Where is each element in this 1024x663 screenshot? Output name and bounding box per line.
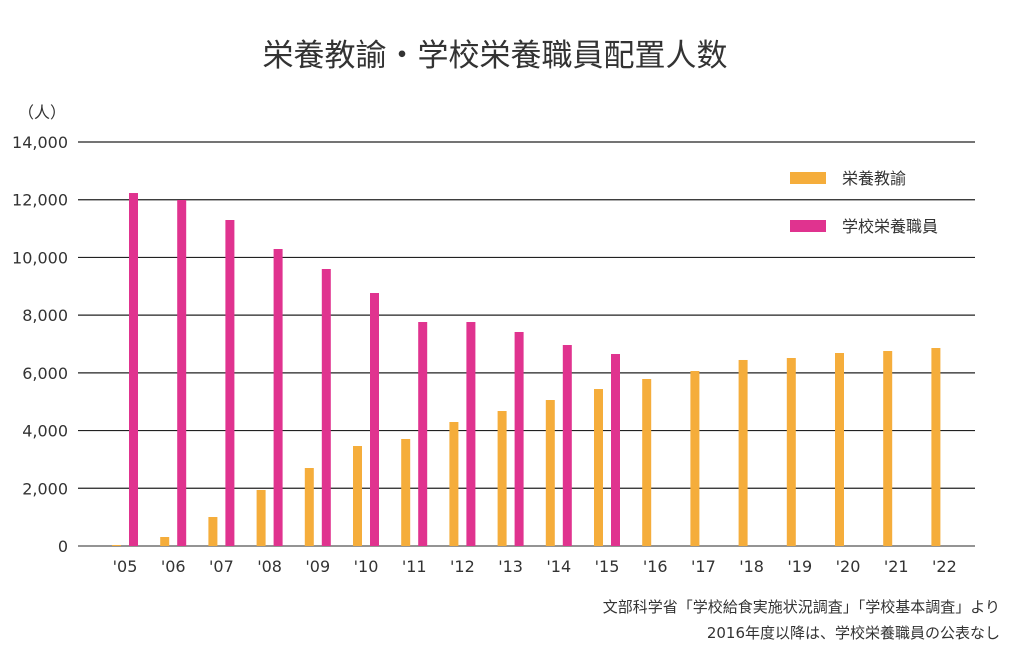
bar-eiyo-kyoyu	[497, 411, 507, 546]
y-tick-label: 2,000	[22, 479, 68, 498]
bar-eiyo-kyoyu	[160, 536, 170, 546]
bar-eiyo-kyoyu	[690, 371, 700, 546]
x-tick-label: '08	[257, 557, 282, 576]
x-tick-label: '11	[402, 557, 427, 576]
y-tick-label: 10,000	[12, 248, 68, 267]
x-tick-label: '07	[209, 557, 234, 576]
bar-eiyo-kyoyu	[835, 353, 844, 546]
legend-swatch	[790, 172, 826, 184]
legend-label: 学校栄養職員	[842, 217, 938, 236]
bar-eiyo-kyoyu	[208, 516, 218, 546]
x-tick-label: '05	[113, 557, 138, 576]
x-tick-label: '21	[884, 557, 909, 576]
bar-eiyo-kyoyu	[353, 446, 362, 546]
bar-eiyo-kyoyu	[256, 489, 266, 546]
bar-gakko-eiyo-shokuin	[177, 200, 187, 546]
chart-title: 栄養教諭・学校栄養職員配置人数	[263, 38, 728, 74]
bar-gakko-eiyo-shokuin	[225, 220, 235, 546]
y-axis-label: （人）	[18, 103, 66, 122]
bar-eiyo-kyoyu	[931, 348, 941, 546]
legend-swatch	[790, 220, 826, 232]
bar-eiyo-kyoyu	[545, 400, 555, 546]
x-tick-label: '19	[787, 557, 812, 576]
x-tick-label: '22	[932, 557, 957, 576]
x-tick-label: '20	[836, 557, 861, 576]
y-tick-label: 4,000	[22, 422, 68, 441]
x-tick-label: '16	[643, 557, 668, 576]
bar-gakko-eiyo-shokuin	[514, 331, 524, 546]
bar-eiyo-kyoyu	[304, 467, 314, 546]
bar-gakko-eiyo-shokuin	[370, 293, 379, 546]
y-tick-label: 0	[58, 537, 68, 556]
legend-label: 栄養教諭	[842, 169, 906, 188]
bar-eiyo-kyoyu	[738, 359, 748, 546]
x-tick-label: '17	[691, 557, 716, 576]
x-tick-label: '15	[595, 557, 620, 576]
y-tick-label: 12,000	[12, 191, 68, 210]
bar-gakko-eiyo-shokuin	[562, 345, 572, 546]
x-tick-label: '06	[161, 557, 186, 576]
y-tick-label: 14,000	[12, 133, 68, 152]
bar-eiyo-kyoyu	[883, 351, 893, 546]
y-tick-label: 8,000	[22, 306, 68, 325]
bar-eiyo-kyoyu	[112, 545, 121, 546]
bar-eiyo-kyoyu	[786, 357, 796, 546]
bar-eiyo-kyoyu	[642, 379, 652, 546]
x-tick-label: '10	[354, 557, 379, 576]
x-tick-label: '09	[305, 557, 330, 576]
bar-gakko-eiyo-shokuin	[321, 269, 331, 546]
bar-gakko-eiyo-shokuin	[273, 249, 283, 546]
source-note: 文部科学省「学校給食実施状況調査」「学校基本調査」より	[603, 598, 1000, 616]
bar-eiyo-kyoyu	[401, 438, 411, 546]
x-tick-label: '14	[546, 557, 571, 576]
bar-eiyo-kyoyu	[594, 389, 603, 546]
footnote: 2016年度以降は、学校栄養職員の公表なし	[707, 624, 1000, 642]
bar-gakko-eiyo-shokuin	[418, 322, 428, 546]
x-tick-label: '13	[498, 557, 523, 576]
bar-eiyo-kyoyu	[449, 422, 459, 546]
y-tick-label: 6,000	[22, 364, 68, 383]
bar-gakko-eiyo-shokuin	[129, 193, 138, 547]
bar-gakko-eiyo-shokuin	[466, 322, 476, 546]
bar-gakko-eiyo-shokuin	[611, 354, 620, 546]
x-tick-label: '12	[450, 557, 475, 576]
x-tick-label: '18	[739, 557, 764, 576]
